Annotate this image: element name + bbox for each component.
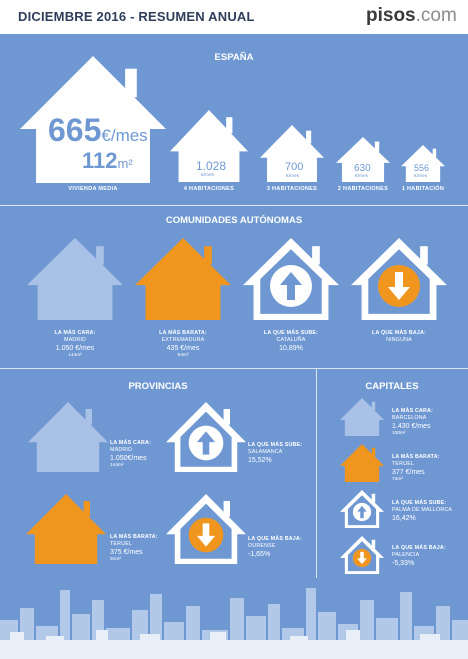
comunidad-sube-label: LA QUE MÁS SUBE: (263, 330, 319, 336)
provincia-sube-text: LA QUE MÁS SUBE: SALAMANCA 15,52% (248, 442, 316, 465)
capital-barata-house-icon (340, 444, 384, 482)
espana-3hab-unit: €/mes (286, 174, 300, 179)
capital-sube-value: 16,42% (392, 515, 416, 522)
provincia-cara-house-icon (28, 402, 108, 472)
divider-2 (0, 368, 468, 369)
capital-baja-place: PALENCIA (392, 552, 420, 558)
provincia-baja-label: LA QUE MÁS BAJA: (248, 536, 302, 542)
capital-sube-place: PALMA DE MALLORCA (392, 507, 453, 513)
espana-1hab-caption: 1 HABITACIÓN (401, 186, 445, 192)
provincia-cara-area: 144m² (110, 463, 124, 468)
header-bar: DICIEMBRE 2016 - RESUMEN ANUAL pisos.com (0, 0, 468, 34)
capital-baja-value: -5,33% (392, 560, 415, 567)
espana-main-caption: VIVIENDA MEDIA (68, 186, 118, 192)
comunidad-baja-place: NINGUNA (386, 337, 412, 343)
provincia-sube-label: LA QUE MÁS SUBE: (248, 442, 303, 448)
comunidad-cara-label: LA MÁS CARA: (54, 330, 96, 336)
provincia-barata-text: LA MÁS BARATA: TERUEL 375 €/mes 91m² (110, 534, 170, 563)
pisos-logo[interactable]: pisos.com (366, 5, 457, 27)
comunidad-barata-label: LA MÁS BARATA: (159, 330, 207, 336)
section-title-espana: ESPAÑA (214, 52, 254, 63)
espana-main-area-unit: m² (117, 156, 133, 171)
capital-arrow-down-icon (352, 548, 372, 568)
provincia-barata-value: 375 €/mes (110, 549, 143, 556)
espana-1hab-unit: €/mes (414, 174, 428, 179)
espana-3hab-caption: 3 HABITACIONES (266, 186, 318, 192)
comunidad-cara-area: 144m² (68, 353, 82, 358)
provincia-baja-place: OURENSE (248, 543, 276, 549)
comunidad-barata-place: EXTREMADURA (161, 337, 205, 343)
espana-1hab-value: 556 (414, 163, 430, 173)
arrow-up-icon (270, 265, 312, 307)
section-title-provincias: PROVINCIAS (128, 381, 188, 392)
espana-3hab-value: 700 (285, 161, 304, 173)
provincia-barata-label: LA MÁS BARATA: (110, 534, 158, 540)
capital-arrow-up-icon (352, 502, 372, 522)
espana-2hab-value: 630 (354, 163, 371, 174)
comunidad-sube-place: CATALUÑA (276, 337, 306, 343)
divider-1 (0, 205, 468, 206)
provincia-barata-place: TERUEL (110, 541, 133, 547)
city-skyline-illustration (0, 588, 468, 659)
espana-main-price-value: 665 (48, 112, 102, 148)
comunidad-barata-text: LA MÁS BARATA: EXTREMADURA 435 €/mes 94m… (135, 330, 231, 359)
capital-barata-value: 377 €/mes (392, 469, 425, 476)
logo-main: pisos (366, 5, 416, 26)
capital-cara-text: LA MÁS CARA: BARCELONA 1.430 €/mes 100m² (392, 408, 466, 437)
provincia-sube-place: SALAMANCA (248, 449, 283, 455)
provincia-cara-value: 1.050€/mes (110, 455, 147, 462)
espana-main-area-value: 112 (82, 148, 118, 173)
capital-cara-house-icon (340, 398, 384, 436)
comunidad-sube-value: 10,89% (279, 345, 303, 352)
section-title-capitales: CAPITALES (365, 381, 419, 392)
capital-sube-label: LA QUE MÁS SUBE: (392, 500, 447, 506)
capital-cara-value: 1.430 €/mes (392, 423, 431, 430)
provincia-cara-place: MADRID (110, 447, 133, 453)
espana-4hab-unit: €/mes (201, 173, 215, 178)
comunidad-barata-value: 435 €/mes (166, 345, 200, 352)
capital-barata-place: TERUEL (392, 461, 415, 467)
espana-main-area: 112m² (82, 148, 133, 174)
divider-vertical (316, 368, 317, 578)
capital-baja-text: LA QUE MÁS BAJA: PALENCIA -5,33% (392, 545, 466, 568)
house-cara-icon (27, 238, 123, 320)
provincia-cara-text: LA MÁS CARA: MADRID 1.050€/mes 144m² (110, 440, 170, 469)
provincia-arrow-up-icon (188, 425, 224, 461)
espana-2hab-caption: 2 HABITACIONES (337, 186, 389, 192)
capital-sube-text: LA QUE MÁS SUBE: PALMA DE MALLORCA 16,42… (392, 500, 466, 523)
comunidad-baja-label: LA QUE MÁS BAJA: (372, 330, 426, 336)
espana-main-price-unit: €/mes (101, 126, 148, 145)
comunidad-cara-value: 1.050 €/mes (55, 345, 95, 352)
house-barata-icon (135, 238, 231, 320)
provincia-arrow-down-icon (188, 517, 224, 553)
capital-baja-label: LA QUE MÁS BAJA: (392, 545, 446, 551)
comunidad-cara-place: MADRID (63, 337, 87, 343)
section-title-comunidades: COMUNIDADES AUTÓNOMAS (165, 215, 303, 226)
capital-barata-text: LA MÁS BARATA: TERUEL 377 €/mes 74m² (392, 454, 466, 483)
capital-cara-label: LA MÁS CARA: (392, 408, 434, 414)
capital-cara-place: BARCELONA (392, 415, 427, 421)
capital-barata-area: 74m² (392, 477, 403, 482)
arrow-down-icon (378, 265, 420, 307)
espana-4hab-value: 1.028 (196, 159, 227, 173)
comunidad-barata-area: 94m² (177, 353, 189, 358)
provincia-sube-value: 15,52% (248, 457, 272, 464)
comunidad-sube-text: LA QUE MÁS SUBE: CATALUÑA 10,89% (243, 330, 339, 353)
comunidad-cara-text: LA MÁS CARA: MADRID 1.050 €/mes 144m² (27, 330, 123, 359)
comunidad-baja-text: LA QUE MÁS BAJA: NINGUNA (351, 330, 447, 344)
provincia-baja-value: -1,65% (248, 551, 271, 558)
espana-main-price: 665€/mes (48, 112, 148, 149)
provincia-barata-area: 91m² (110, 557, 121, 562)
espana-2hab-unit: €/mes (355, 174, 369, 179)
provincia-cara-label: LA MÁS CARA: (110, 440, 152, 446)
logo-suffix: .com (415, 5, 457, 26)
capital-barata-label: LA MÁS BARATA: (392, 454, 440, 460)
provincia-baja-text: LA QUE MÁS BAJA: OURENSE -1,65% (248, 536, 316, 559)
espana-4hab-caption: 4 HABITACIONES (183, 186, 235, 192)
capital-cara-area: 100m² (392, 431, 406, 436)
page-title: DICIEMBRE 2016 - RESUMEN ANUAL (18, 9, 255, 24)
provincia-barata-house-icon (26, 494, 106, 564)
